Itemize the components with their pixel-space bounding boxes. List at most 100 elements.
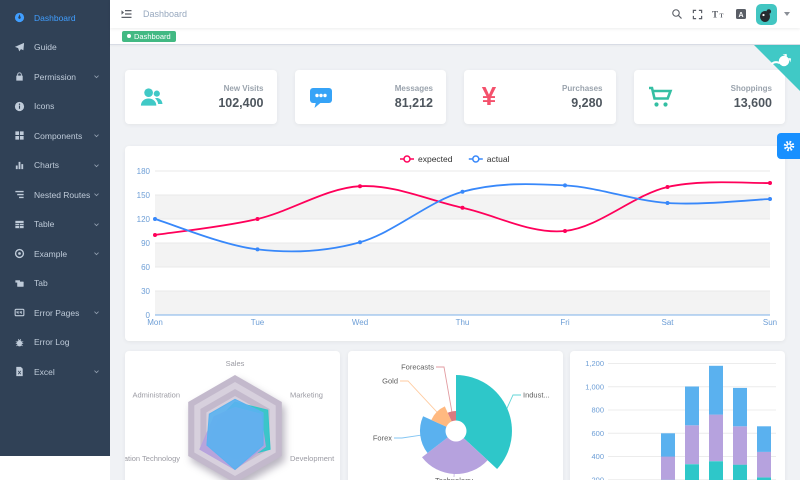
stat-card-messages[interactable]: Messages 81,212 [294,70,446,124]
bar-chart-card: 200 400 600 800 1,000 1,200 [570,351,785,480]
chevron-down-icon [93,309,100,316]
tab-icon [14,278,25,289]
bug-icon [14,337,25,348]
sidebar-item-tab[interactable]: Tab [0,269,110,299]
stat-label: Messages [394,84,433,93]
svg-text:Gold: Gold [382,377,398,386]
line-chart[interactable]: 0 30 60 90 120 150 180 Mon Tue Wed Thu Fri Sat Sun exp… [125,146,785,341]
svg-text:¥: ¥ [482,84,497,110]
svg-text:Tue: Tue [251,318,265,327]
chart-icon [14,160,25,171]
avatar[interactable] [756,3,777,25]
svg-text:Development: Development [290,454,335,463]
svg-text:800: 800 [591,406,604,415]
excel-icon [14,366,25,377]
sidebar-item-components[interactable]: Components [0,121,110,151]
sidebar-item-guide[interactable]: Guide [0,33,110,63]
stat-label: Shoppings [730,84,772,93]
sidebar-menu: Dashboard Guide Permission Icons Components C… [0,0,110,456]
sidebar-item-label: Nested Routes [34,189,91,200]
svg-text:Indust...: Indust... [523,391,550,400]
chevron-down-icon [93,250,100,257]
svg-text:120: 120 [137,215,151,224]
caret-down-icon[interactable] [784,12,790,16]
error-404-icon [14,307,25,318]
svg-text:T: T [720,13,724,19]
tag-dashboard[interactable]: Dashboard [122,30,176,42]
chevron-down-icon [93,191,100,198]
info-icon [14,101,25,112]
international-icon[interactable]: A [735,8,747,20]
stat-value: 13,600 [733,96,772,110]
svg-text:90: 90 [141,239,150,248]
sidebar-item-label: Icons [34,101,55,112]
sidebar-item-label: Table [34,219,55,230]
svg-text:Sales: Sales [226,359,245,368]
stat-card-new-visits[interactable]: New Visits 102,400 [125,70,277,124]
sidebar-item-label: Error Log [34,337,70,348]
svg-text:Information Technology: Information Technology [125,454,180,463]
breadcrumb[interactable]: Dashboard [143,9,188,19]
sidebar-item-nested-routes[interactable]: Nested Routes [0,180,110,210]
stat-card-shoppings[interactable]: Shoppings 13,600 [633,70,785,124]
lock-icon [14,71,25,82]
svg-text:Thu: Thu [456,318,470,327]
svg-text:Sat: Sat [661,318,674,327]
guide-icon [14,42,25,53]
money-icon: ¥ [477,84,501,110]
settings-gear-button[interactable] [777,133,800,159]
sidebar-item-error-pages[interactable]: Error Pages [0,298,110,328]
sidebar-item-excel[interactable]: Excel [0,357,110,387]
sidebar-item-error-log[interactable]: Error Log [0,328,110,358]
github-corner-icon[interactable] [754,45,800,91]
stat-value: 81,212 [394,96,433,110]
sidebar-item-dashboard[interactable]: Dashboard [0,3,110,33]
radar-chart[interactable]: Sales Administration Information Technolog… [125,351,340,480]
svg-text:Mon: Mon [147,318,163,327]
sidebar-item-icons[interactable]: Icons [0,92,110,122]
sidebar-item-label: Guide [34,42,57,53]
tag-active-dot [127,34,131,38]
svg-text:Technology: Technology [435,476,473,480]
gear-icon [782,139,796,153]
svg-text:600: 600 [591,429,604,438]
svg-text:Administration: Administration [132,391,180,400]
bar-chart[interactable]: 200 400 600 800 1,000 1,200 [570,351,785,480]
chevron-down-icon [93,221,100,228]
svg-text:Forex: Forex [372,434,391,443]
stat-card-purchases[interactable]: ¥ Purchases 9,280 [464,70,616,124]
svg-text:180: 180 [137,167,151,176]
svg-text:Forecasts: Forecasts [401,363,434,372]
table-icon [14,219,25,230]
stat-value: 102,400 [218,96,264,110]
search-icon[interactable] [671,8,683,20]
svg-text:30: 30 [141,287,150,296]
fullscreen-icon[interactable] [692,9,703,20]
sidebar-item-label: Tab [34,278,48,289]
sidebar-item-permission[interactable]: Permission [0,62,110,92]
svg-text:200: 200 [591,475,604,480]
svg-text:Marketing: Marketing [290,391,323,400]
sidebar-item-label: Charts [34,160,60,171]
svg-text:1,200: 1,200 [585,359,604,368]
svg-text:Sun: Sun [763,318,777,327]
component-icon [14,130,25,141]
chevron-down-icon [93,368,100,375]
chevron-down-icon [93,73,100,80]
sidebar-item-label: Error Pages [34,307,80,318]
tags-view: Dashboard [110,28,800,45]
sidebar-item-example[interactable]: Example [0,239,110,269]
hamburger-icon[interactable] [120,8,133,20]
svg-text:T: T [712,9,718,19]
app-main: New Visits 102,400 Messages 81,212 ¥ Purchase… [110,45,800,480]
sidebar-item-table[interactable]: Table [0,210,110,240]
bottom-charts-row: Sales Administration Information Technolog… [125,351,785,480]
sidebar-item-charts[interactable]: Charts [0,151,110,181]
example-icon [14,248,25,259]
